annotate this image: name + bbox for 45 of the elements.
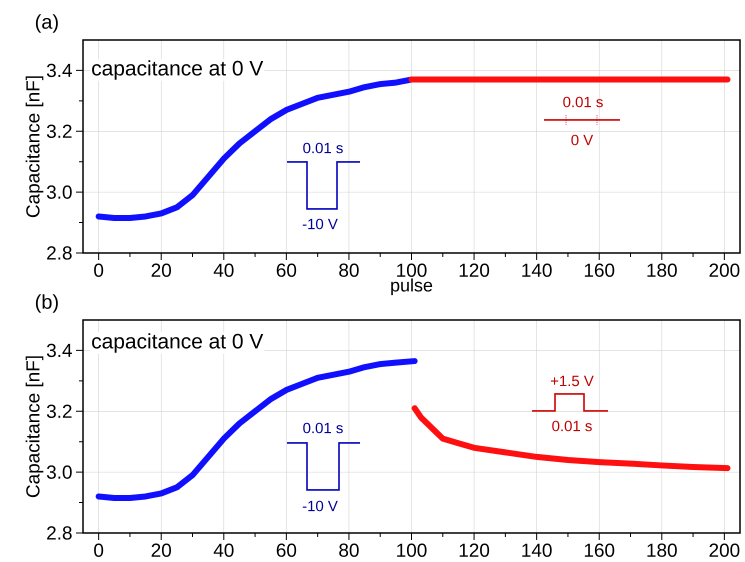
x-tick-label: 100: [397, 264, 427, 277]
x-tick-label: 20: [152, 544, 171, 557]
x-tick-label: 0: [94, 264, 104, 277]
y-axis-title: Capacitance [nF]: [26, 356, 44, 498]
y-tick-label: 3.0: [46, 465, 72, 479]
x-tick-label: 20: [152, 264, 171, 277]
y-tick-label: 3.2: [46, 404, 72, 418]
y-tick-label: 2.8: [47, 246, 72, 260]
x-tick-label: 60: [276, 544, 296, 557]
annotation: capacitance at 0 V: [92, 60, 264, 80]
chart-title: (b): [36, 294, 58, 313]
chart-title: (a): [36, 14, 58, 33]
x-tick-label: 180: [647, 544, 677, 557]
annotation: 0.01 s: [303, 422, 343, 434]
x-tick-label: 160: [584, 544, 614, 557]
annotation: 0 V: [571, 134, 594, 146]
x-tick-label: 60: [276, 264, 296, 277]
annotation: -10 V: [302, 218, 338, 230]
annotation: capacitance at 0 V: [92, 333, 264, 353]
x-tick-label: 200: [710, 264, 740, 277]
x-tick-label: 80: [339, 544, 359, 557]
y-tick-label: 3.2: [46, 124, 72, 138]
y-tick-label: 3.4: [46, 64, 72, 78]
x-tick-label: 40: [214, 544, 234, 557]
x-tick-label: 120: [460, 544, 490, 557]
x-tick-label: 180: [647, 264, 677, 277]
x-tick-label: 200: [710, 544, 740, 557]
x-tick-label: 80: [339, 264, 359, 277]
annotation: 0.01 s: [552, 420, 592, 432]
y-tick-label: 2.8: [47, 526, 72, 540]
y-tick-label: 3.4: [46, 344, 72, 358]
x-tick-label: 100: [397, 544, 427, 557]
x-axis-title: pulse: [391, 278, 432, 296]
y-axis-title: Capacitance [nF]: [26, 76, 44, 218]
annotation: 0.01 s: [303, 142, 343, 154]
x-tick-label: 140: [522, 544, 552, 557]
annotation: -10 V: [302, 500, 338, 512]
x-tick-label: 120: [460, 264, 490, 277]
x-tick-label: 140: [522, 264, 552, 277]
x-tick-label: 40: [214, 264, 234, 277]
y-tick-label: 3.0: [46, 185, 72, 199]
x-tick-label: 160: [584, 264, 614, 277]
annotation: +1.5 V: [550, 376, 594, 386]
x-tick-label: 0: [94, 544, 104, 557]
annotation: 0.01 s: [563, 96, 603, 108]
